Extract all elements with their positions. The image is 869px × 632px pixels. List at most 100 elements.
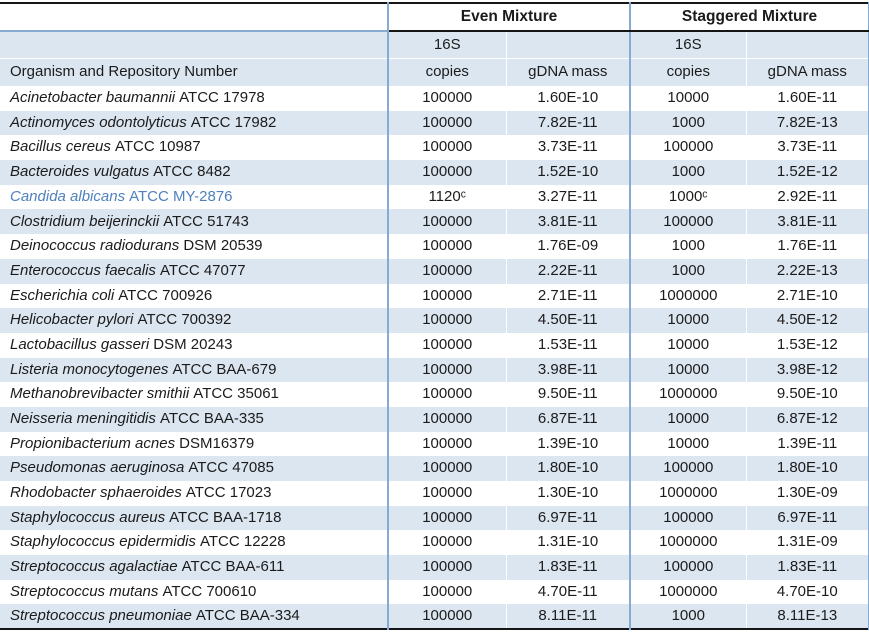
staggered-16s-copies-value: 1000 bbox=[629, 110, 747, 136]
organism-cell: Deinococcus radiodurans DSM 20539 bbox=[0, 234, 388, 259]
even-gdna-mass-value: 1.53E-11 bbox=[505, 332, 631, 358]
organism-column-header: Organism and Repository Number bbox=[10, 63, 238, 80]
organism-cell: Helicobacter pylori ATCC 700392 bbox=[0, 308, 388, 333]
repository-number: ATCC BAA-334 bbox=[195, 607, 300, 625]
organism-name: Streptococcus pneumoniae bbox=[10, 607, 192, 625]
even-16s-copies-value: 100000 bbox=[387, 406, 506, 432]
organism-cell: Neisseria meningitidis ATCC BAA-335 bbox=[0, 407, 388, 432]
staggered-mixture-header: Staggered Mixture bbox=[629, 3, 869, 32]
staggered-gdna-mass-value: 2.22E-13 bbox=[745, 258, 869, 284]
staggered-gdna-mass-value: 1.52E-12 bbox=[745, 160, 869, 185]
organism-name: Streptococcus agalactiae bbox=[10, 558, 178, 576]
even-16s-copies-value: 100000 bbox=[387, 234, 506, 259]
table-row: Streptococcus pneumoniae ATCC BAA-334 100… bbox=[0, 604, 869, 630]
even-16s-copies-value: 100000 bbox=[387, 209, 506, 235]
even-gdna-mass-value: 3.81E-11 bbox=[505, 209, 631, 235]
repository-number: ATCC 8482 bbox=[153, 163, 231, 181]
repository-number: ATCC 700926 bbox=[118, 286, 213, 304]
even-gdna-mass-value: 3.98E-11 bbox=[505, 357, 631, 383]
organism-cell: Pseudomonas aeruginosa ATCC 47085 bbox=[0, 456, 388, 481]
even-16s-copies-value: 1120ᶜ bbox=[387, 184, 506, 210]
organism-cell: Candida albicans ATCC MY-2876 bbox=[0, 185, 388, 210]
staggered-16s-copies-value: 100000 bbox=[629, 209, 747, 235]
organism-name: Pseudomonas aeruginosa bbox=[10, 459, 185, 477]
organism-name: Bacteroides vulgatus bbox=[10, 163, 150, 181]
table-row: Actinomyces odontolyticus ATCC 17982 1000… bbox=[0, 110, 869, 136]
table-row: Candida albicans ATCC MY-2876 1120ᶜ 3.27E… bbox=[0, 184, 869, 210]
staggered-gdna-mass-value: 1.39E-11 bbox=[745, 431, 869, 457]
staggered-gdna-mass-value: 4.70E-10 bbox=[745, 579, 869, 605]
repository-number: ATCC MY-2876 bbox=[129, 187, 233, 205]
repository-number: ATCC 12228 bbox=[199, 533, 286, 551]
staggered-gdna-mass-value: 4.50E-12 bbox=[745, 308, 869, 333]
group-header-row: Even Mixture Staggered Mixture bbox=[0, 3, 869, 32]
even-gdna-mass-value: 6.97E-11 bbox=[505, 505, 631, 531]
repository-number: ATCC 10987 bbox=[114, 138, 201, 156]
staggered-gdna-mass-value: 7.82E-13 bbox=[745, 110, 869, 136]
even-16s-copies-value: 100000 bbox=[387, 579, 506, 605]
organism-name: Bacillus cereus bbox=[10, 138, 111, 156]
even-16s-copies-value: 100000 bbox=[387, 86, 506, 111]
organism-cell: Lactobacillus gasseri DSM 20243 bbox=[0, 333, 388, 358]
even-gdna-mass-value: 1.52E-10 bbox=[505, 160, 631, 185]
table-row: Helicobacter pylori ATCC 700392 100000 4.… bbox=[0, 308, 869, 333]
table-row: Streptococcus agalactiae ATCC BAA-611 100… bbox=[0, 555, 869, 580]
staggered-gdna-mass-value: 6.97E-11 bbox=[745, 505, 869, 531]
table-row: Deinococcus radiodurans DSM 20539 100000 … bbox=[0, 234, 869, 259]
table-body: Acinetobacter baumannii ATCC 17978 100000… bbox=[0, 86, 869, 630]
organism-name: Lactobacillus gasseri bbox=[10, 335, 150, 353]
even-gdna-mass-value: 1.80E-10 bbox=[505, 456, 631, 481]
staggered-gdna-mass-value: 3.81E-11 bbox=[745, 209, 869, 235]
staggered-16s-copies-value: 1000000 bbox=[629, 579, 747, 605]
staggered-gdna-mass-value: 9.50E-10 bbox=[745, 382, 869, 407]
staggered-gdna-mass-value: 2.71E-10 bbox=[745, 283, 869, 309]
even-16s-copies-value: 100000 bbox=[387, 332, 506, 358]
repository-number: ATCC 17982 bbox=[190, 113, 277, 131]
staggered-gdna-mass-value: 1.80E-10 bbox=[745, 456, 869, 481]
staggered-16s-copies-value: 10000 bbox=[629, 357, 747, 383]
even-gdna-mass-value: 1.60E-10 bbox=[505, 86, 631, 111]
organism-name: Streptococcus mutans bbox=[10, 582, 159, 600]
table-row: Pseudomonas aeruginosa ATCC 47085 100000 … bbox=[0, 456, 869, 481]
organism-cell: Streptococcus agalactiae ATCC BAA-611 bbox=[0, 555, 388, 580]
repository-number: DSM 20539 bbox=[183, 237, 263, 255]
subheader-row-bottom: Organism and Repository Number copies gD… bbox=[0, 58, 869, 86]
repository-number: ATCC 47077 bbox=[159, 261, 246, 279]
even-16s-copies-value: 100000 bbox=[387, 431, 506, 457]
staggered-16s-copies-value: 1000 bbox=[629, 234, 747, 259]
even-gdna-mass-value: 9.50E-11 bbox=[505, 382, 631, 407]
even-16s-copies-value: 100000 bbox=[387, 505, 506, 531]
staggered-gdna-mass-value: 6.87E-12 bbox=[745, 406, 869, 432]
repository-number: ATCC 47085 bbox=[188, 459, 274, 477]
organism-cell: Clostridium beijerinckii ATCC 51743 bbox=[0, 209, 388, 234]
empty-cell bbox=[505, 31, 631, 59]
table-row: Methanobrevibacter smithii ATCC 35061 100… bbox=[0, 382, 869, 407]
table-row: Streptococcus mutans ATCC 700610 100000 4… bbox=[0, 579, 869, 605]
repository-number: DSM16379 bbox=[179, 434, 255, 452]
staggered-gdna-mass-value: 2.92E-11 bbox=[745, 184, 869, 210]
table-row: Bacillus cereus ATCC 10987 100000 3.73E-1… bbox=[0, 135, 869, 161]
even-gdna-mass-value: 2.22E-11 bbox=[505, 258, 631, 284]
organism-cell: Bacteroides vulgatus ATCC 8482 bbox=[0, 160, 388, 185]
even-gdna-mass-value: 1.76E-09 bbox=[505, 234, 631, 259]
organism-cell: Escherichia coli ATCC 700926 bbox=[0, 284, 388, 309]
even-gdna-mass-value: 3.73E-11 bbox=[505, 135, 631, 161]
table-row: Bacteroides vulgatus ATCC 8482 100000 1.5… bbox=[0, 160, 869, 185]
staggered-16s-header-line1: 16S bbox=[629, 31, 747, 58]
table-row: Staphylococcus aureus ATCC BAA-1718 10000… bbox=[0, 505, 869, 531]
staggered-16s-copies-value: 1000000 bbox=[629, 530, 747, 556]
even-16s-copies-value: 100000 bbox=[387, 110, 506, 136]
even-16s-copies-value: 100000 bbox=[387, 604, 506, 630]
organism-cell: Actinomyces odontolyticus ATCC 17982 bbox=[0, 111, 388, 136]
empty-cell bbox=[0, 31, 388, 59]
even-gdna-mass-value: 1.31E-10 bbox=[505, 530, 631, 556]
organism-name: Staphylococcus aureus bbox=[10, 508, 166, 526]
staggered-16s-copies-value: 1000 bbox=[629, 604, 747, 630]
even-16s-copies-value: 100000 bbox=[387, 481, 506, 506]
empty-corner-cell bbox=[0, 3, 388, 32]
staggered-16s-copies-value: 1000000 bbox=[629, 283, 747, 309]
even-mixture-header: Even Mixture bbox=[386, 3, 631, 32]
even-16s-copies-value: 100000 bbox=[387, 160, 506, 185]
table-row: Lactobacillus gasseri DSM 20243 100000 1.… bbox=[0, 332, 869, 358]
